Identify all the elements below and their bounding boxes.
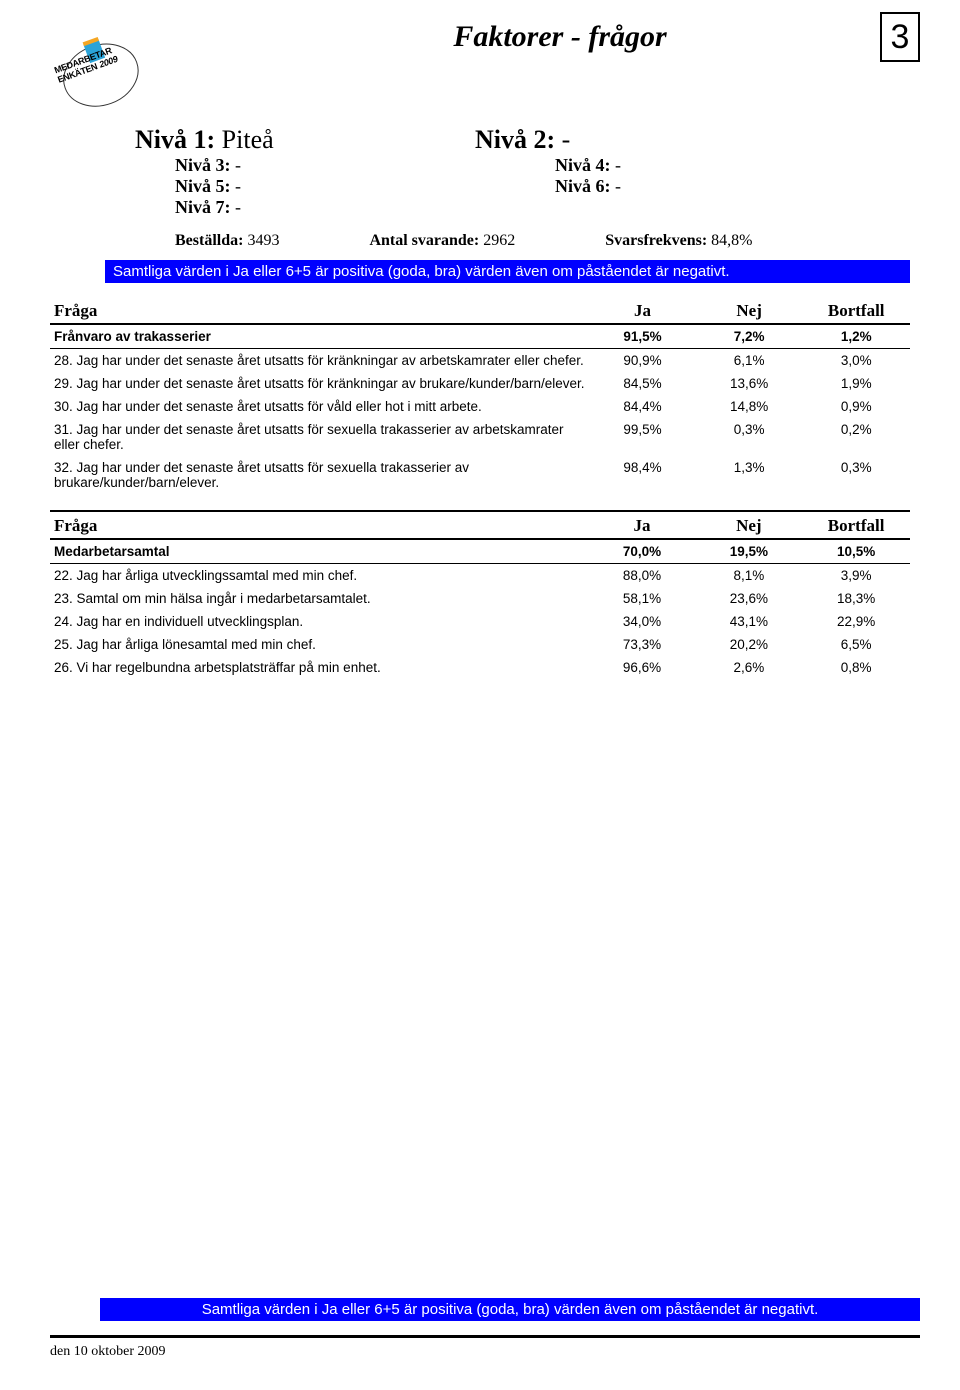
q-text: 30. Jag har under det senaste året utsat… <box>50 395 589 418</box>
niva-grid: Nivå 1: Piteå Nivå 2: - Nivå 3: - Nivå 4… <box>135 125 910 218</box>
niva7-label: Nivå 7: <box>175 197 231 217</box>
cat-bortfall: 10,5% <box>802 539 910 564</box>
cell: 6,1% <box>696 349 803 373</box>
table-row: 32. Jag har under det senaste året utsat… <box>50 456 910 494</box>
cell: 20,2% <box>695 633 802 656</box>
cell: 3,0% <box>802 349 910 373</box>
table-row: 24. Jag har en individuell utvecklingspl… <box>50 610 910 633</box>
table-row: 25. Jag har årliga lönesamtal med min ch… <box>50 633 910 656</box>
table-row: 28. Jag har under det senaste året utsat… <box>50 349 910 373</box>
cell: 0,3% <box>696 418 803 456</box>
page-number: 3 <box>880 12 920 62</box>
cell: 99,5% <box>589 418 696 456</box>
cat-label: Frånvaro av trakasserier <box>50 324 589 349</box>
cell: 73,3% <box>589 633 696 656</box>
cell: 58,1% <box>589 587 696 610</box>
th-nej: Nej <box>695 514 802 539</box>
niva1-val: Piteå <box>222 125 274 154</box>
niva7-val: - <box>235 197 241 217</box>
table-section1: Fråga Ja Nej Bortfall Frånvaro av trakas… <box>50 299 910 494</box>
q-text: 23. Samtal om min hälsa ingår i medarbet… <box>50 587 589 610</box>
th-bortfall: Bortfall <box>802 299 910 324</box>
cat-ja: 70,0% <box>589 539 696 564</box>
cell: 88,0% <box>589 564 696 588</box>
cell: 84,5% <box>589 372 696 395</box>
th-fraga: Fråga <box>50 299 589 324</box>
cell: 8,1% <box>695 564 802 588</box>
th-fraga: Fråga <box>50 514 589 539</box>
cell: 22,9% <box>802 610 910 633</box>
table-row: 23. Samtal om min hälsa ingår i medarbet… <box>50 587 910 610</box>
cell: 14,8% <box>696 395 803 418</box>
niva6-val: - <box>615 176 621 196</box>
niva6-label: Nivå 6: <box>555 176 611 196</box>
cell: 34,0% <box>589 610 696 633</box>
niva2-label: Nivå 2: <box>475 125 555 154</box>
cell: 13,6% <box>696 372 803 395</box>
q-text: 32. Jag har under det senaste året utsat… <box>50 456 589 494</box>
footer-date: den 10 oktober 2009 <box>50 1344 920 1360</box>
cell: 1,3% <box>696 456 803 494</box>
cell: 1,9% <box>802 372 910 395</box>
freq-val: 84,8% <box>711 232 752 249</box>
q-text: 25. Jag har årliga lönesamtal med min ch… <box>50 633 589 656</box>
th-ja: Ja <box>589 514 696 539</box>
cell: 2,6% <box>695 656 802 679</box>
q-text: 31. Jag har under det senaste året utsat… <box>50 418 589 456</box>
cell: 0,2% <box>802 418 910 456</box>
q-text: 22. Jag har årliga utvecklingssamtal med… <box>50 564 589 588</box>
th-ja: Ja <box>589 299 696 324</box>
niva3-val: - <box>235 155 241 175</box>
q-text: 24. Jag har en individuell utvecklingspl… <box>50 610 589 633</box>
note-bar-footer: Samtliga värden i Ja eller 6+5 är positi… <box>100 1298 920 1321</box>
note-bar-top: Samtliga värden i Ja eller 6+5 är positi… <box>105 260 910 283</box>
bestallda-val: 3493 <box>247 232 279 249</box>
cell: 23,6% <box>695 587 802 610</box>
table-row: 30. Jag har under det senaste året utsat… <box>50 395 910 418</box>
cat-nej: 19,5% <box>695 539 802 564</box>
cell: 3,9% <box>802 564 910 588</box>
cell: 18,3% <box>802 587 910 610</box>
logo: MEDARBETAR ENKÄTEN 2009 <box>39 5 192 134</box>
niva4-val: - <box>615 155 621 175</box>
antal-val: 2962 <box>483 232 515 249</box>
niva4-label: Nivå 4: <box>555 155 611 175</box>
freq-label: Svarsfrekvens: <box>605 232 707 249</box>
cell: 0,8% <box>802 656 910 679</box>
cat-ja: 91,5% <box>589 324 696 349</box>
cat-label: Medarbetarsamtal <box>50 539 589 564</box>
cell: 0,9% <box>802 395 910 418</box>
niva3-label: Nivå 3: <box>175 155 231 175</box>
table-section2: Fråga Ja Nej Bortfall Medarbetarsamtal 7… <box>50 514 910 679</box>
stats-row: Beställda: 3493 Antal svarande: 2962 Sva… <box>175 232 910 250</box>
category-row: Medarbetarsamtal 70,0% 19,5% 10,5% <box>50 539 910 564</box>
cat-bortfall: 1,2% <box>802 324 910 349</box>
niva1-label: Nivå 1: <box>135 125 215 154</box>
th-nej: Nej <box>696 299 803 324</box>
category-row: Frånvaro av trakasserier 91,5% 7,2% 1,2% <box>50 324 910 349</box>
bestallda-label: Beställda: <box>175 232 243 249</box>
q-text: 28. Jag har under det senaste året utsat… <box>50 349 589 373</box>
cell: 6,5% <box>802 633 910 656</box>
q-text: 26. Vi har regelbundna arbetsplatsträffa… <box>50 656 589 679</box>
cell: 84,4% <box>589 395 696 418</box>
q-text: 29. Jag har under det senaste året utsat… <box>50 372 589 395</box>
cat-nej: 7,2% <box>696 324 803 349</box>
niva5-val: - <box>235 176 241 196</box>
table-row: 26. Vi har regelbundna arbetsplatsträffa… <box>50 656 910 679</box>
table-row: 31. Jag har under det senaste året utsat… <box>50 418 910 456</box>
cell: 43,1% <box>695 610 802 633</box>
cell: 98,4% <box>589 456 696 494</box>
niva2-val: - <box>562 125 571 154</box>
cell: 0,3% <box>802 456 910 494</box>
niva5-label: Nivå 5: <box>175 176 231 196</box>
table-row: 22. Jag har årliga utvecklingssamtal med… <box>50 564 910 588</box>
doc-title: Faktorer - frågor <box>210 20 910 54</box>
cell: 90,9% <box>589 349 696 373</box>
th-bortfall: Bortfall <box>802 514 910 539</box>
antal-label: Antal svarande: <box>369 232 479 249</box>
cell: 96,6% <box>589 656 696 679</box>
table-row: 29. Jag har under det senaste året utsat… <box>50 372 910 395</box>
